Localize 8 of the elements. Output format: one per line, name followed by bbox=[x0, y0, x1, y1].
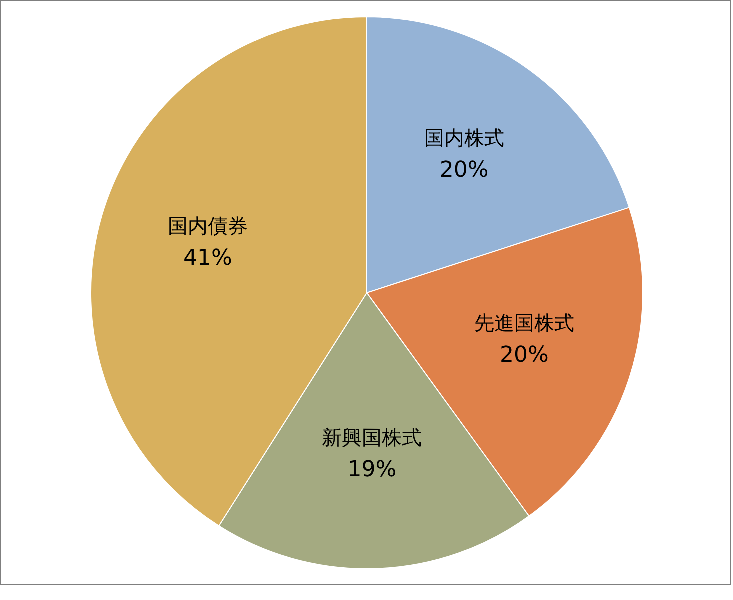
data-label: 41% bbox=[184, 246, 232, 271]
slice-label: 国内株式 bbox=[424, 126, 504, 150]
data-label: 19% bbox=[348, 458, 397, 483]
slice-label: 新興国株式 bbox=[322, 426, 422, 450]
data-label: 20% bbox=[500, 343, 549, 368]
slice-label: 先進国株式 bbox=[474, 311, 574, 336]
slice-label: 国内債券 bbox=[168, 214, 248, 238]
data-label: 20% bbox=[440, 158, 489, 184]
